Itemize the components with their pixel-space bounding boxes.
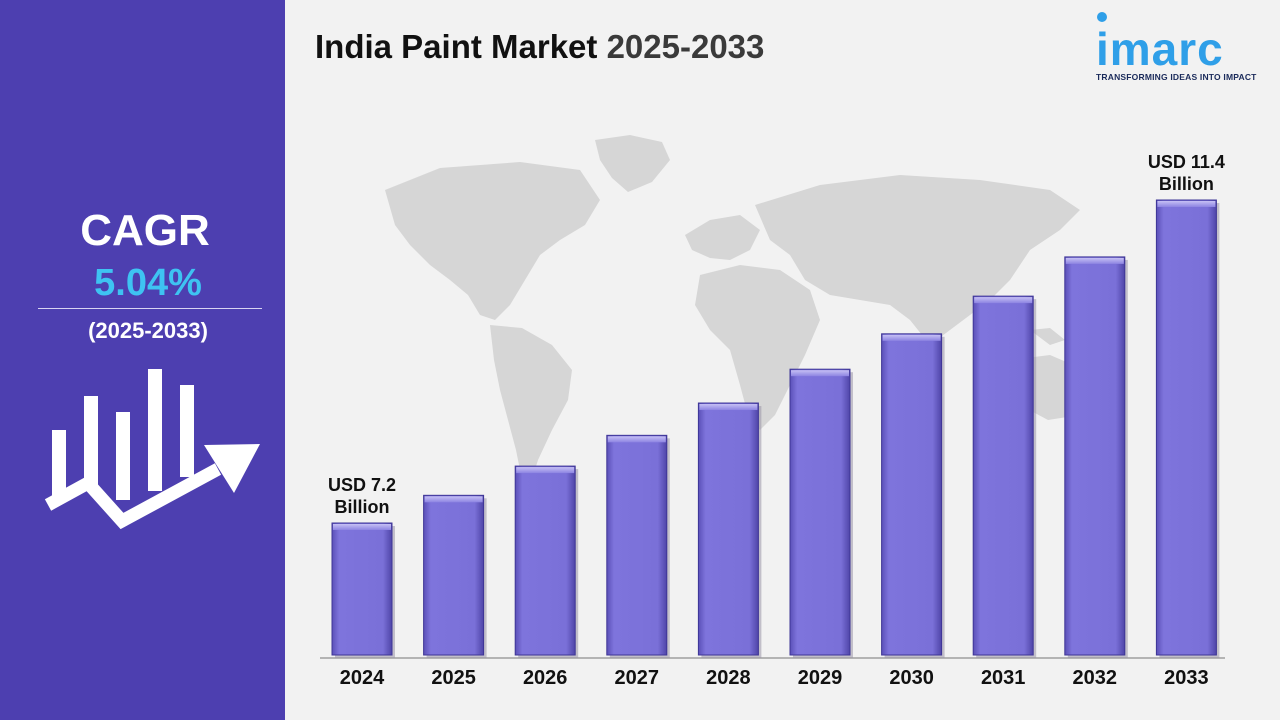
bar-2033 — [1155, 199, 1220, 658]
bar-2029 — [789, 368, 853, 658]
cagr-label: CAGR — [80, 206, 210, 255]
cagr-divider — [38, 308, 262, 309]
title-years: 2025-2033 — [606, 28, 765, 65]
data-label-2024: Billion — [335, 497, 390, 517]
logo-mask — [1094, 22, 1110, 30]
bar-2031 — [972, 295, 1037, 658]
bar-chart-growth-arrow-icon — [44, 369, 260, 530]
x-tick-label: 2027 — [615, 667, 660, 689]
logo-dot-icon — [1097, 12, 1107, 22]
x-tick-label: 2032 — [1073, 667, 1118, 689]
imarc-logo: imarc TRANSFORMING IDEAS INTO IMPACT — [1090, 12, 1265, 87]
logo-brand: imarc — [1096, 23, 1224, 75]
data-label-2024: USD 7.2 — [328, 475, 396, 495]
data-label-2033: Billion — [1159, 174, 1214, 194]
bar-2030 — [881, 333, 945, 658]
sidebar-panel: CAGR 5.04% (2025-2033) — [0, 0, 285, 720]
logo-tagline: TRANSFORMING IDEAS INTO IMPACT — [1096, 72, 1257, 82]
title-main: India Paint Market — [315, 28, 607, 65]
x-tick-label: 2028 — [706, 667, 751, 689]
bar-series — [331, 199, 1220, 658]
bar-chart: 2024 2025 2026 2027 2028 2029 2030 2031 2032 2033… — [320, 135, 1225, 689]
x-tick-label: 2029 — [798, 667, 843, 689]
x-tick-label: 2026 — [523, 667, 568, 689]
x-tick-label: 2031 — [981, 667, 1025, 689]
x-tick-label: 2025 — [431, 667, 476, 689]
bar-2026 — [514, 465, 579, 658]
x-tick-label: 2033 — [1164, 667, 1209, 689]
bar-2027 — [606, 434, 670, 658]
cagr-value: 5.04% — [94, 262, 202, 304]
x-tick-label: 2030 — [889, 667, 934, 689]
x-tick-labels: 2024 2025 2026 2027 2028 2029 2030 2031 2032 2033 — [340, 667, 1209, 689]
cagr-period: (2025-2033) — [88, 318, 208, 343]
bar-2024 — [331, 522, 395, 658]
bar-2028 — [697, 402, 762, 658]
bar-2032 — [1064, 256, 1128, 658]
page-title: India Paint Market 2025-2033 — [315, 28, 764, 66]
bar-2025 — [423, 494, 487, 658]
data-label-2033: USD 11.4 — [1148, 152, 1225, 172]
x-tick-label: 2024 — [340, 667, 385, 689]
